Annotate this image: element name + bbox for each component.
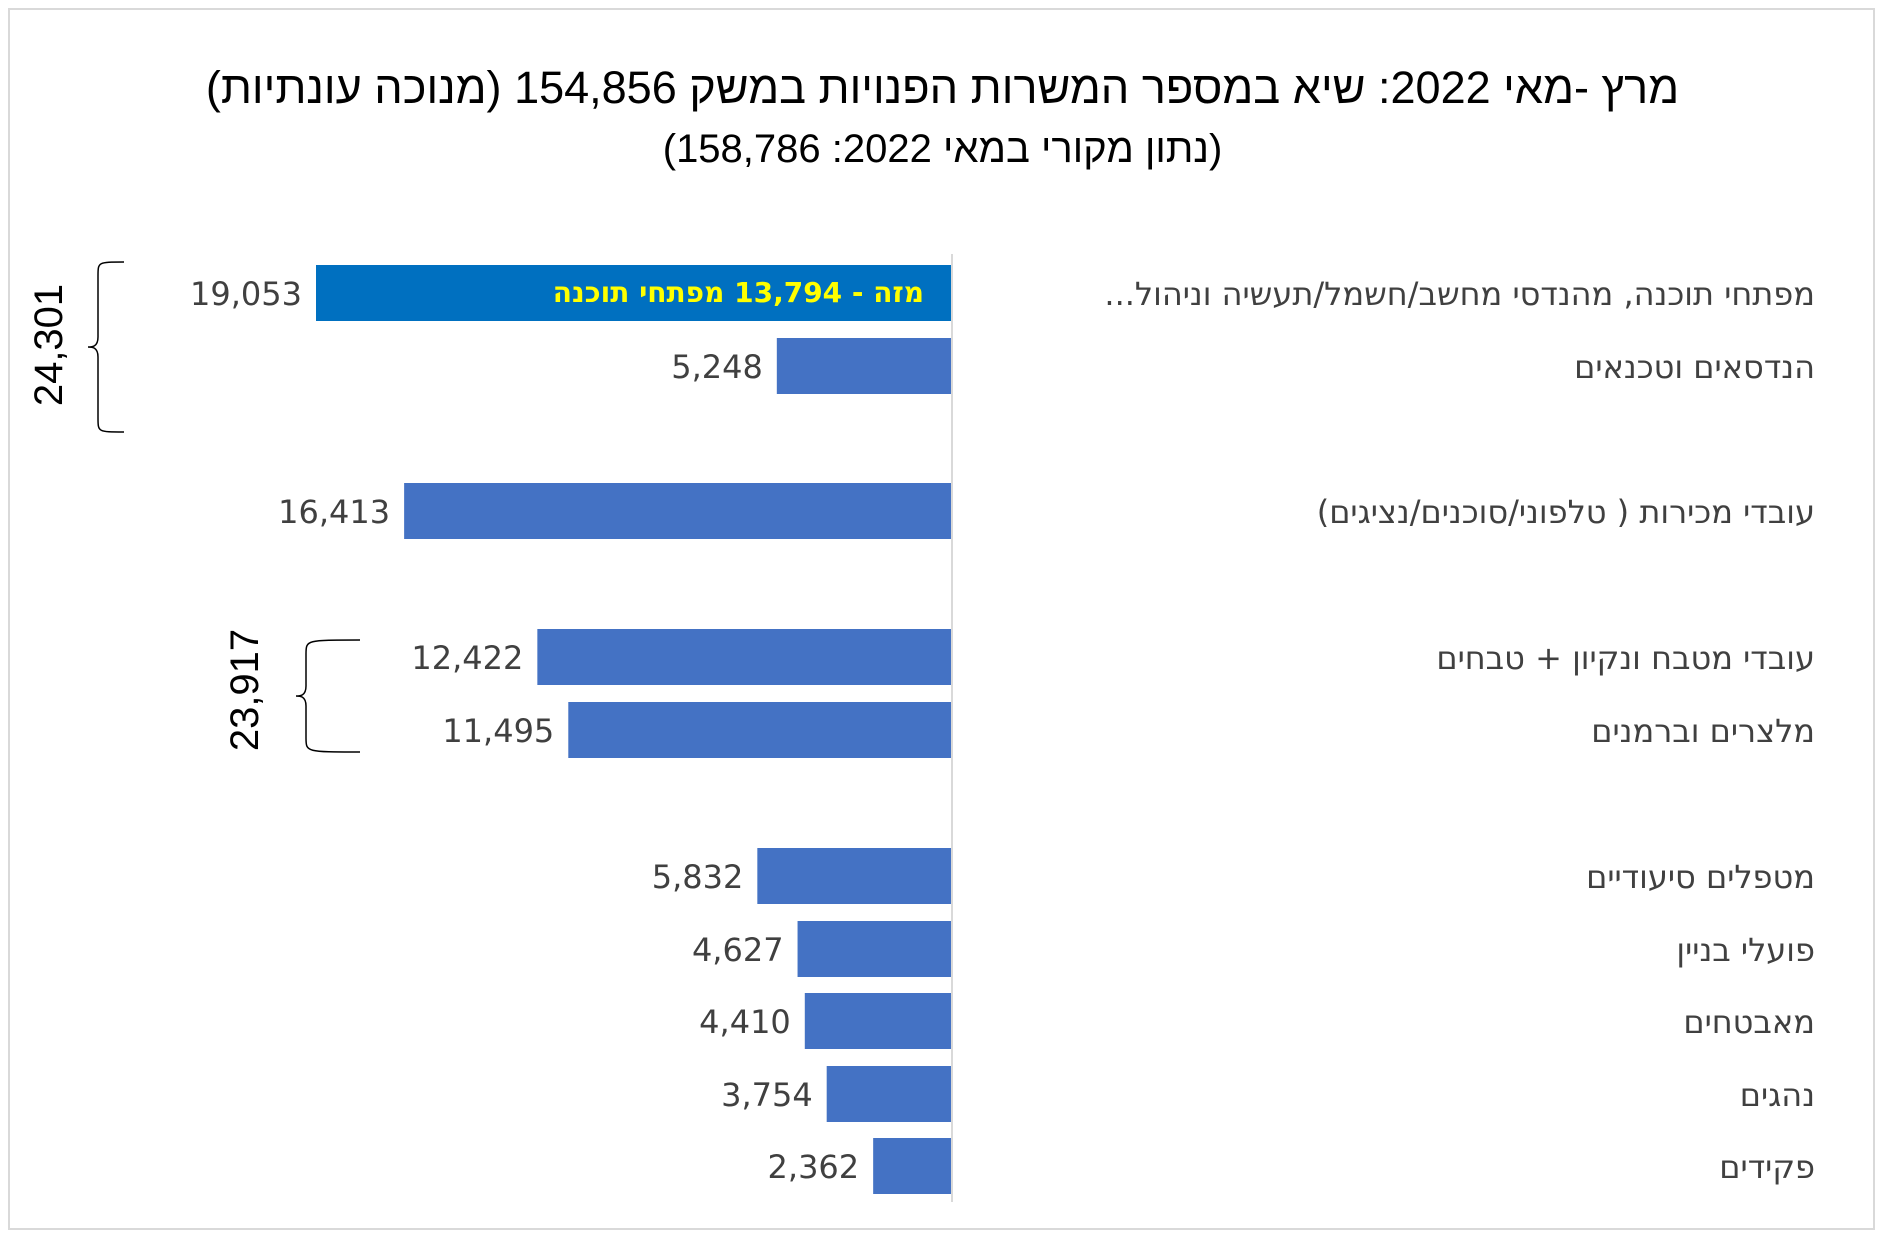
category-label-9: נהגים xyxy=(1740,1076,1815,1114)
bar-7 xyxy=(797,921,952,977)
group-total-2: 23,917 xyxy=(223,629,267,751)
category-label-3: עובדי מכירות ( טלפוני/סוכנים/נציגים) xyxy=(1317,493,1815,531)
value-label-4: 12,422 xyxy=(411,639,523,677)
value-label-9: 3,754 xyxy=(721,1076,813,1114)
bar-2 xyxy=(776,338,952,394)
bar-8 xyxy=(804,993,952,1049)
brace-group-2 xyxy=(295,639,361,753)
category-label-8: מאבטחים xyxy=(1683,1003,1815,1041)
bar-10 xyxy=(873,1138,952,1194)
bar-4 xyxy=(537,629,952,685)
category-label-5: מלצרים וברמנים xyxy=(1591,712,1815,750)
category-label-10: פקידים xyxy=(1719,1148,1815,1186)
bar-9 xyxy=(826,1066,952,1122)
bar-5 xyxy=(568,702,952,758)
value-label-8: 4,410 xyxy=(699,1003,791,1041)
bar-3 xyxy=(404,483,952,539)
value-label-6: 5,832 xyxy=(652,858,744,896)
value-label-1: 19,053 xyxy=(190,275,302,313)
value-label-7: 4,627 xyxy=(692,931,784,969)
bar-6 xyxy=(757,848,952,904)
category-label-1: מפתחי תוכנה, מהנדסי מחשב/חשמל/תעשיה וניה… xyxy=(1104,275,1815,313)
chart-title: מרץ -מאי 2022: שיא במספר המשרות הפנויות … xyxy=(205,62,1680,113)
bar-1 xyxy=(316,265,952,321)
category-label-4: עובדי מטבח ונקיון + טבחים xyxy=(1436,639,1815,677)
bar-annotation: מזה - 13,794 מפתחי תוכנה xyxy=(553,276,924,309)
category-label-7: פועלי בניין xyxy=(1676,931,1815,969)
value-label-10: 2,362 xyxy=(768,1148,860,1186)
value-label-5: 11,495 xyxy=(442,712,554,750)
category-label-2: הנדסאים וטכנאים xyxy=(1574,348,1815,386)
category-label-6: מטפלים סיעודיים xyxy=(1586,858,1815,896)
group-total-1: 24,301 xyxy=(27,284,71,406)
value-label-2: 5,248 xyxy=(671,348,763,386)
value-label-3: 16,413 xyxy=(278,493,390,531)
chart-subtitle: (נתון מקורי במאי 2022: 158,786) xyxy=(662,127,1223,171)
brace-group-1 xyxy=(87,261,125,433)
